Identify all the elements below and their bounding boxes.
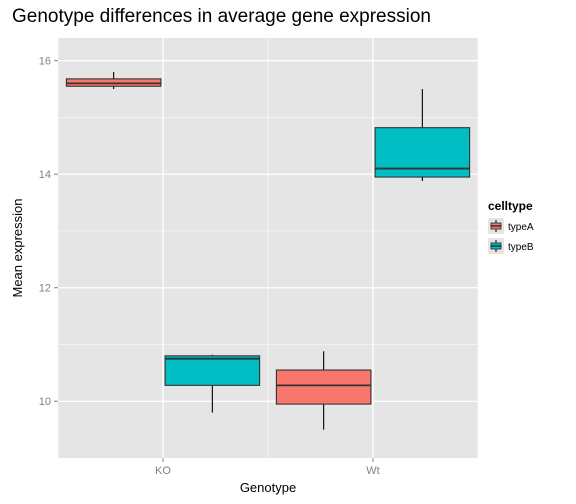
svg-text:KO: KO	[155, 465, 171, 477]
svg-text:typeB: typeB	[508, 242, 534, 253]
svg-text:12: 12	[39, 283, 51, 295]
legend-item: typeB	[488, 238, 534, 254]
legend-item: typeA	[488, 218, 534, 234]
y-axis-label: Mean expression	[10, 199, 25, 298]
x-axis: KO Wt	[155, 458, 380, 477]
svg-text:14: 14	[39, 169, 51, 181]
legend: celltype typeA typeB	[488, 199, 534, 254]
svg-text:Wt: Wt	[366, 465, 379, 477]
legend-title: celltype	[488, 199, 533, 213]
x-axis-label: Genotype	[240, 480, 296, 495]
boxplot-chart: Genotype differences in average gene exp…	[0, 0, 576, 504]
chart-title: Genotype differences in average gene exp…	[12, 6, 431, 27]
y-axis: 10 12 14 16	[39, 56, 58, 409]
legend-items: typeA typeB	[488, 218, 534, 254]
svg-text:typeA: typeA	[508, 222, 534, 233]
svg-text:16: 16	[39, 56, 51, 68]
svg-text:10: 10	[39, 396, 51, 408]
